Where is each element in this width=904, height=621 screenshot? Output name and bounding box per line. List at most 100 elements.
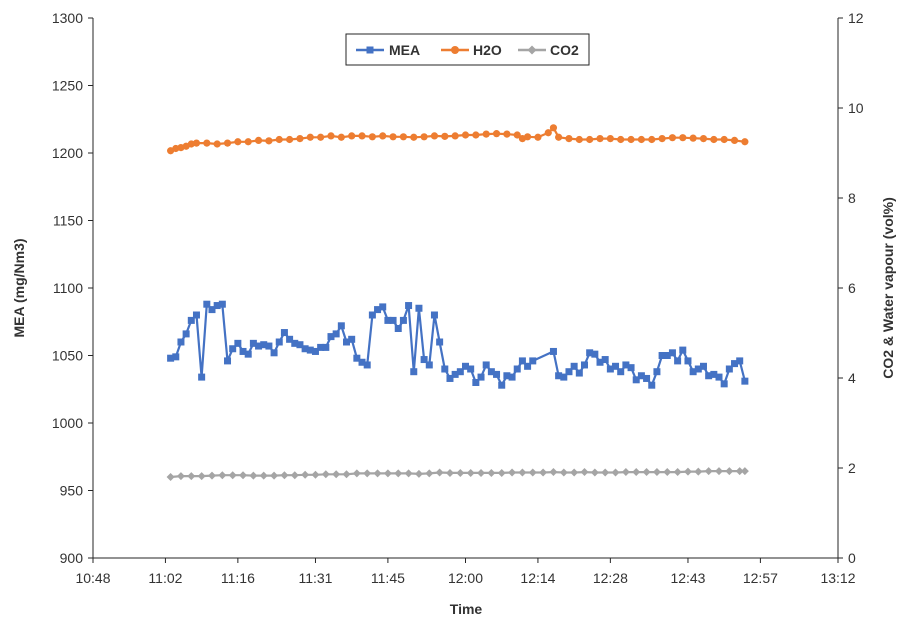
point-h2o xyxy=(637,135,646,144)
point-mea xyxy=(596,358,604,366)
point-co2 xyxy=(352,469,361,478)
point-h2o xyxy=(368,133,376,141)
legend-marker-mea xyxy=(366,46,374,54)
point-mea xyxy=(570,362,578,370)
point-mea xyxy=(374,306,382,314)
point-co2 xyxy=(642,468,651,477)
x-tick-label: 12:57 xyxy=(743,570,778,586)
point-h2o xyxy=(441,132,449,140)
point-co2 xyxy=(228,471,237,480)
point-mea xyxy=(617,368,625,376)
point-mea xyxy=(311,347,319,355)
point-mea xyxy=(529,357,537,365)
point-co2 xyxy=(414,469,423,478)
point-h2o xyxy=(586,135,594,144)
point-h2o xyxy=(617,135,625,144)
point-h2o xyxy=(430,132,439,140)
point-mea xyxy=(327,333,335,341)
legend-label-mea: MEA xyxy=(389,42,420,58)
point-h2o xyxy=(689,134,697,142)
point-mea xyxy=(555,372,563,380)
point-h2o xyxy=(389,133,397,141)
point-co2 xyxy=(611,468,620,477)
point-co2 xyxy=(590,468,599,477)
point-co2 xyxy=(528,468,537,477)
point-h2o xyxy=(503,130,511,138)
point-co2 xyxy=(404,469,413,478)
point-mea xyxy=(182,330,190,338)
point-co2 xyxy=(673,468,682,477)
point-co2 xyxy=(508,468,517,477)
right-axis-ticks: 0 2 4 6 8 10 12 xyxy=(838,10,864,566)
point-mea xyxy=(503,372,511,380)
point-mea xyxy=(399,316,407,324)
point-h2o xyxy=(234,138,242,146)
point-mea xyxy=(524,362,532,370)
point-co2 xyxy=(218,471,227,480)
point-mea xyxy=(198,373,206,381)
point-h2o xyxy=(492,130,501,138)
point-mea xyxy=(694,365,702,373)
left-tick-label: 1050 xyxy=(52,348,83,364)
point-mea xyxy=(715,373,723,381)
point-h2o xyxy=(317,133,325,141)
point-h2o xyxy=(296,135,304,143)
point-mea xyxy=(612,362,620,370)
y-axis-title: MEA (mg/Nm3) xyxy=(11,238,27,337)
point-h2o xyxy=(699,135,708,143)
point-co2 xyxy=(249,471,258,480)
point-co2 xyxy=(321,470,330,479)
point-h2o xyxy=(679,134,687,142)
point-mea xyxy=(560,373,568,381)
legend-label-h2o: H2O xyxy=(473,42,502,58)
series-layer xyxy=(166,124,749,481)
point-co2 xyxy=(394,469,403,478)
point-mea xyxy=(549,347,557,355)
point-h2o xyxy=(213,140,221,148)
point-mea xyxy=(260,341,268,349)
point-mea xyxy=(632,376,640,384)
point-mea xyxy=(296,341,304,349)
point-h2o xyxy=(337,133,345,141)
point-mea xyxy=(410,368,418,376)
point-h2o xyxy=(730,136,739,144)
point-co2 xyxy=(663,468,672,477)
point-co2 xyxy=(259,471,268,480)
point-mea xyxy=(725,365,733,373)
x-tick-label: 12:28 xyxy=(593,570,628,586)
point-mea xyxy=(213,302,221,310)
point-h2o xyxy=(720,135,728,144)
left-tick-label: 1000 xyxy=(52,415,83,431)
point-mea xyxy=(332,330,340,338)
point-co2 xyxy=(270,471,279,480)
point-mea xyxy=(177,338,185,346)
point-co2 xyxy=(456,468,465,477)
point-h2o xyxy=(668,134,677,142)
point-mea xyxy=(467,365,475,373)
point-mea xyxy=(513,365,521,373)
left-tick-label: 1250 xyxy=(52,78,83,94)
point-mea xyxy=(663,352,671,359)
point-mea xyxy=(389,316,397,324)
point-mea xyxy=(637,372,645,380)
point-mea xyxy=(493,370,501,378)
point-h2o xyxy=(461,131,470,139)
legend-marker-h2o xyxy=(451,46,459,54)
point-h2o xyxy=(648,135,656,144)
point-mea xyxy=(668,349,676,357)
series-mea xyxy=(167,300,749,389)
point-co2 xyxy=(621,468,630,477)
left-tick-label: 1150 xyxy=(53,213,83,229)
point-mea xyxy=(218,300,226,308)
point-co2 xyxy=(725,467,734,476)
point-co2 xyxy=(740,467,749,476)
point-mea xyxy=(405,302,413,310)
point-mea xyxy=(291,339,299,347)
point-mea xyxy=(580,361,588,369)
x-tick-label: 11:31 xyxy=(298,570,332,586)
point-h2o xyxy=(658,135,666,143)
point-mea xyxy=(275,338,283,346)
point-co2 xyxy=(652,468,661,477)
point-mea xyxy=(487,368,495,376)
point-co2 xyxy=(373,469,382,478)
